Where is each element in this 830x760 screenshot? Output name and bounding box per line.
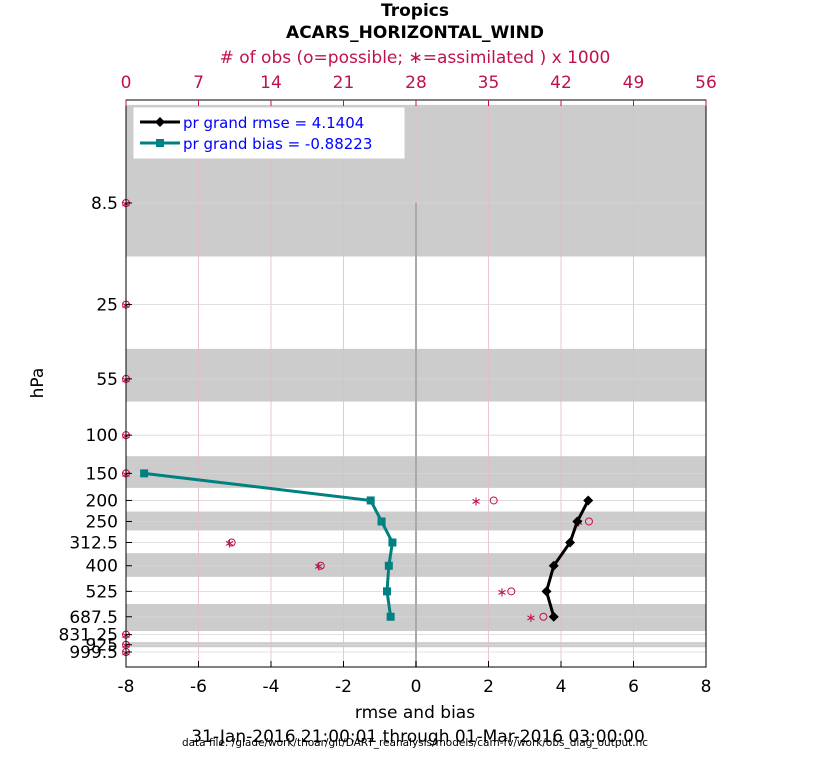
x-tick-label: -8 — [118, 677, 135, 697]
x-tick-label: -4 — [263, 677, 280, 697]
y-axis-label: hPa — [28, 368, 48, 399]
y-tick-label: 525 — [86, 582, 118, 602]
x-tick-label: 8 — [701, 677, 712, 697]
rmse-line — [544, 499, 590, 618]
y-tick-label: 999.5 — [69, 643, 118, 663]
bias-line — [143, 471, 394, 617]
obs-assimilated-marker: ∗ — [313, 560, 324, 575]
legend: pr grand rmse = 4.1404 pr grand bias = -… — [133, 107, 405, 159]
data-file-path: data file: /glade/work/thoar/git/DART_re… — [182, 737, 648, 749]
bias-point — [388, 538, 397, 547]
x-tick-label: -6 — [190, 677, 207, 697]
x-tick-label: 6 — [628, 677, 639, 697]
rmse-point — [548, 611, 559, 622]
y-tick-label: 400 — [86, 557, 118, 577]
top-tick-label: 21 — [333, 73, 355, 93]
axis-ticks: -8 -6 -4 -2 0 2 4 6 8 0 7 14 21 28 35 42 49 56 8.5 25 55 100 1… — [59, 73, 717, 697]
y-tick-label: 55 — [96, 370, 118, 390]
bias-point — [140, 469, 149, 478]
x-tick-label: -2 — [335, 677, 352, 697]
bias-point — [377, 517, 386, 526]
y-tick-label: 8.5 — [91, 194, 118, 214]
series-lines — [140, 469, 594, 622]
bias-point — [383, 587, 391, 596]
legend-rmse-label: pr grand rmse = 4.1404 — [183, 114, 364, 132]
legend-bias-marker — [156, 139, 164, 147]
top-tick-label: 28 — [405, 73, 427, 93]
obs-possible-marker — [227, 538, 236, 547]
y-tick-label: 100 — [86, 426, 118, 446]
obs-possible-marker — [539, 612, 548, 621]
top-tick-label: 56 — [695, 73, 717, 93]
top-tick-label: 7 — [193, 73, 204, 93]
obs-possible-marker — [316, 561, 325, 570]
obs-possible-marker — [584, 517, 593, 526]
top-tick-label: 35 — [478, 73, 500, 93]
obs-assimilated-marker: ∗ — [526, 611, 537, 626]
y-tick-label: 25 — [96, 296, 118, 316]
obs-assimilated-marker: ∗ — [497, 585, 508, 600]
y-tick-label: 200 — [86, 491, 118, 511]
chart-title-obs-type: ACARS_HORIZONTAL_WIND — [286, 23, 544, 43]
top-tick-label: 49 — [623, 73, 645, 93]
bias-point — [386, 612, 395, 621]
y-tick-label: 250 — [86, 512, 118, 532]
date-range: 31-Jan-2016 21:00:01 through 01-Mar-2016… — [191, 727, 645, 747]
legend-bias-label: pr grand bias = -0.88223 — [183, 135, 372, 153]
legend-rmse-marker — [155, 117, 165, 127]
rmse-point — [548, 560, 559, 571]
top-tick-label: 0 — [121, 73, 132, 93]
y-tick-label: 925 — [86, 636, 118, 656]
top-axis-label: # of obs (o=possible; ∗=assimilated ) x … — [220, 48, 611, 68]
rmse-point — [541, 586, 552, 597]
legend-box — [133, 107, 405, 159]
rmse-point — [565, 537, 576, 548]
chart-title-region: Tropics — [381, 1, 449, 21]
bias-point — [384, 561, 393, 570]
y-tick-label: 150 — [86, 464, 118, 484]
x-tick-label: 2 — [483, 677, 494, 697]
obs-assimilated-marker: ∗ — [471, 494, 482, 509]
bias-point — [366, 496, 375, 505]
rmse-point — [572, 516, 583, 527]
rmse-point — [583, 495, 594, 506]
obs-possible-marker — [507, 587, 516, 596]
obs-possible-marker — [489, 496, 498, 505]
top-tick-label: 42 — [550, 73, 572, 93]
top-tick-label: 14 — [260, 73, 282, 93]
y-tick-label: 312.5 — [69, 533, 118, 553]
y-tick-label: 687.5 — [69, 608, 118, 628]
y-tick-label: 831.25 — [59, 626, 118, 646]
x-axis-label: rmse and bias — [355, 703, 475, 723]
x-tick-label: 0 — [411, 677, 422, 697]
obs-assimilated-marker: ∗ — [224, 536, 235, 551]
x-tick-label: 4 — [556, 677, 567, 697]
